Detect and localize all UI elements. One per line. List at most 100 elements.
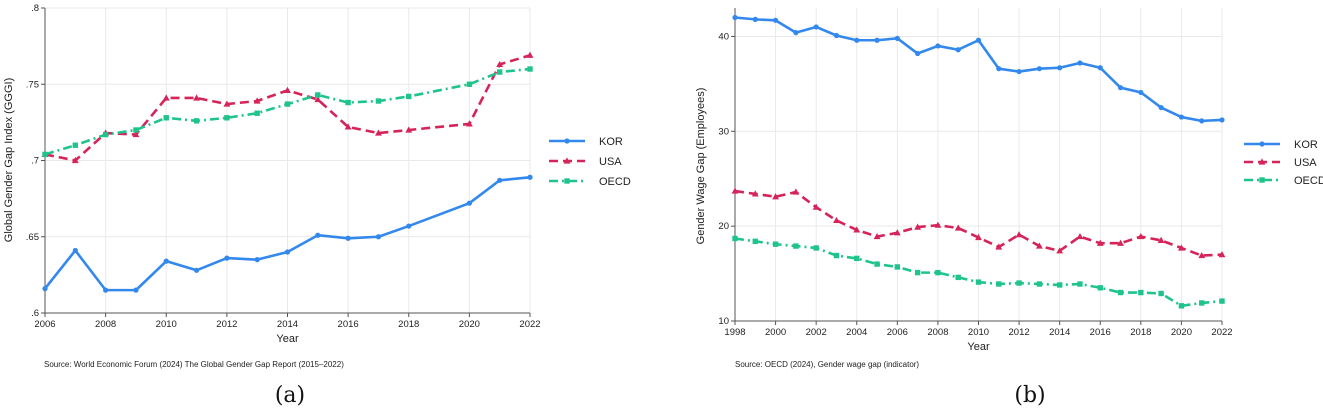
data-point-oecd xyxy=(133,127,139,133)
data-point-oecd xyxy=(466,81,473,87)
data-point-usa xyxy=(405,126,413,133)
data-point-oecd xyxy=(894,264,901,270)
x-tick-label: 2012 xyxy=(216,319,237,330)
data-point-usa xyxy=(284,86,291,93)
data-point-oecd xyxy=(854,255,860,262)
data-point-oecd xyxy=(833,252,840,259)
data-point-usa xyxy=(193,94,200,101)
data-point-kor xyxy=(1057,65,1063,71)
data-point-kor xyxy=(254,257,260,263)
source-note: Source: World Economic Forum (2024) The … xyxy=(44,360,344,369)
data-point-usa xyxy=(833,216,840,224)
data-point-oecd xyxy=(1077,281,1083,287)
data-point-oecd xyxy=(345,99,351,106)
data-point-oecd xyxy=(375,98,382,104)
data-point-kor xyxy=(193,267,200,273)
data-point-usa xyxy=(1137,232,1145,240)
data-point-usa xyxy=(1178,244,1185,251)
data-point-usa xyxy=(465,120,473,127)
data-point-usa xyxy=(995,243,1003,250)
data-point-kor xyxy=(955,47,961,53)
data-point-usa xyxy=(1015,231,1023,238)
data-point-oecd xyxy=(496,69,503,75)
data-point-kor xyxy=(1138,89,1144,96)
data-point-oecd xyxy=(955,274,961,281)
data-point-oecd xyxy=(406,93,412,100)
data-point-usa xyxy=(1056,247,1064,254)
data-point-kor xyxy=(975,37,982,43)
data-point-usa xyxy=(1198,251,1206,259)
data-point-usa xyxy=(314,95,322,103)
x-tick-label: 2022 xyxy=(1211,327,1232,338)
data-point-kor xyxy=(894,35,900,41)
data-point-oecd xyxy=(732,235,738,242)
data-point-kor xyxy=(527,174,533,180)
data-point-oecd xyxy=(102,131,109,138)
data-point-oecd xyxy=(72,142,79,148)
data-point-usa xyxy=(1035,242,1043,249)
data-point-oecd xyxy=(1097,285,1103,291)
data-point-kor xyxy=(163,258,169,264)
y-tick-label: 30 xyxy=(718,126,729,137)
data-point-kor xyxy=(1158,104,1164,111)
data-point-usa xyxy=(253,97,261,104)
x-tick-label: 1998 xyxy=(724,327,745,338)
x-tick-label: 2004 xyxy=(846,327,867,338)
x-tick-label: 2020 xyxy=(459,319,480,330)
legend-marker-usa xyxy=(1258,158,1266,165)
data-point-oecd xyxy=(1158,290,1164,297)
data-point-oecd xyxy=(1117,289,1124,296)
data-point-kor xyxy=(72,247,78,254)
data-point-oecd xyxy=(813,245,819,251)
x-tick-label: 2002 xyxy=(806,327,827,338)
chart-panel-a: 2006 2008 2010 2012 2014 2016 2018 2020 2022 .6 .6… xyxy=(3,3,631,408)
data-point-usa xyxy=(812,203,820,210)
y-tick-label: .75 xyxy=(26,79,39,90)
x-tick-label: 2000 xyxy=(765,327,786,338)
x-tick-label: 2014 xyxy=(277,319,298,330)
data-point-kor xyxy=(1178,114,1185,120)
x-tick-label: 2022 xyxy=(519,319,540,330)
data-point-usa xyxy=(853,226,861,233)
x-tick-label: 2006 xyxy=(34,319,55,330)
data-point-kor xyxy=(915,50,921,57)
data-point-oecd xyxy=(284,101,291,107)
x-tick-label: 2016 xyxy=(338,319,359,330)
series-oecd xyxy=(732,235,1225,309)
x-axis-title: Year xyxy=(967,341,990,353)
data-point-usa xyxy=(751,190,759,197)
legend-marker-kor xyxy=(1259,141,1265,147)
y-tick-label: 40 xyxy=(718,31,729,42)
panel-caption: (a) xyxy=(275,383,305,408)
data-point-oecd xyxy=(975,279,982,285)
series-line-kor xyxy=(43,175,531,292)
data-point-usa xyxy=(223,100,231,107)
data-point-kor xyxy=(793,30,799,36)
data-point-oecd xyxy=(1016,280,1022,286)
series-kor xyxy=(42,174,533,293)
legend-marker-oecd xyxy=(564,178,570,184)
legend-marker-oecd xyxy=(1259,177,1265,183)
data-point-usa xyxy=(893,229,901,236)
data-point-kor xyxy=(833,32,840,39)
series-line-usa xyxy=(44,54,531,162)
data-point-usa xyxy=(772,193,779,200)
data-point-kor xyxy=(1219,117,1225,123)
source-note: Source: OECD (2024), Gender wage gap (in… xyxy=(735,360,919,369)
series-oecd xyxy=(42,66,533,158)
data-point-kor xyxy=(315,232,321,238)
x-tick-label: 2008 xyxy=(95,319,116,330)
x-tick-label: 2016 xyxy=(1090,327,1111,338)
data-point-kor xyxy=(42,286,48,292)
data-point-oecd xyxy=(1219,298,1225,304)
data-point-kor xyxy=(375,234,382,240)
data-point-kor xyxy=(497,177,503,183)
data-point-usa xyxy=(934,221,942,228)
data-point-usa xyxy=(873,232,881,240)
data-point-usa xyxy=(975,233,982,241)
data-point-kor xyxy=(103,287,109,293)
series-line-oecd xyxy=(44,67,531,156)
data-point-kor xyxy=(133,287,139,293)
data-point-usa xyxy=(1157,236,1165,243)
